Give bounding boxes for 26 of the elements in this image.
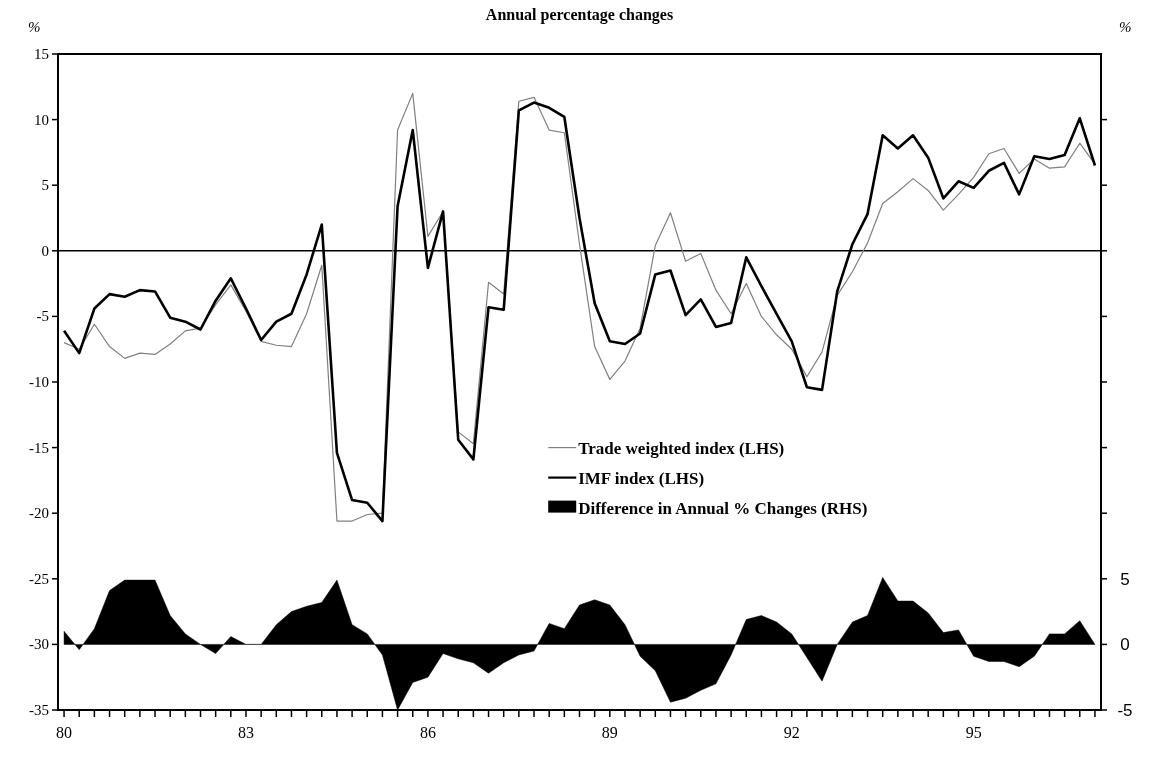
legend-label: Trade weighted index (LHS): [578, 438, 785, 458]
y-tick-label: -25: [29, 570, 49, 587]
y-tick-label: 0: [41, 242, 49, 259]
chart-title: Annual percentage changes: [485, 6, 674, 24]
y2-tick-label: 0: [1120, 635, 1130, 655]
legend-label: Difference in Annual % Changes (RHS): [578, 498, 868, 518]
y-tick-label: -5: [36, 308, 49, 325]
y2-tick-label: -5: [1117, 701, 1133, 720]
x-tick-label: 92: [783, 724, 800, 741]
x-tick-label: 80: [56, 724, 73, 741]
y-tick-label: 5: [41, 177, 49, 194]
y-tick-label: -20: [29, 505, 49, 522]
y-tick-label: 10: [34, 111, 49, 128]
y-tick-label: 15: [34, 46, 49, 62]
x-tick-label: 83: [237, 724, 254, 741]
y2-axis-title: %: [1119, 19, 1132, 35]
y-tick-label: -35: [29, 702, 49, 718]
y-tick-label: -10: [29, 374, 49, 390]
x-tick-label: 95: [965, 724, 982, 741]
y2-tick-label: 5: [1120, 569, 1130, 589]
y-tick-label: -15: [29, 439, 49, 456]
y-tick-label: -30: [29, 636, 49, 653]
x-tick-label: 86: [419, 724, 436, 741]
x-tick-label: 89: [601, 724, 618, 741]
y-axis-title: %: [28, 19, 41, 35]
legend-label: IMF index (LHS): [578, 468, 705, 488]
